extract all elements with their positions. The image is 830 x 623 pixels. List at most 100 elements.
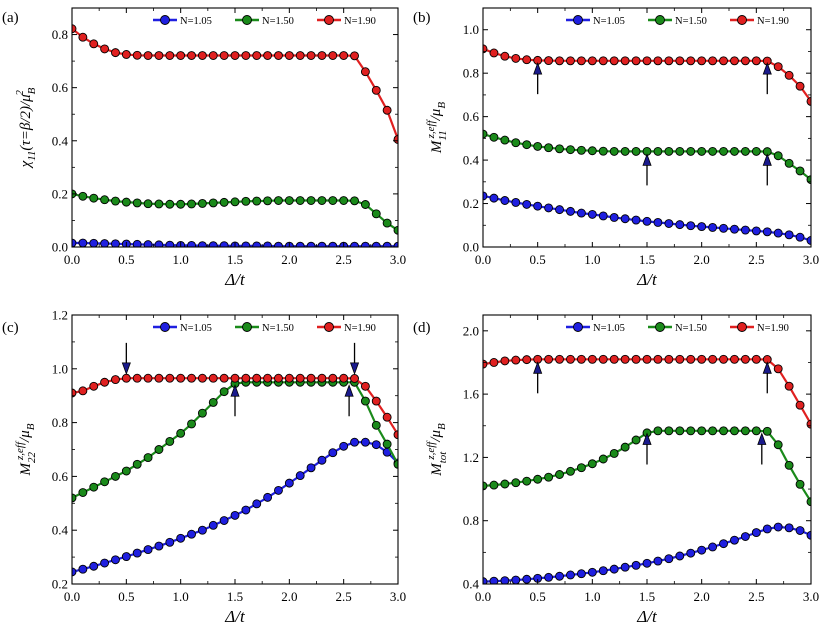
data-point-n-1-05 <box>111 555 120 565</box>
data-point-n-1-05 <box>165 240 175 247</box>
data-point-n-1-50 <box>483 129 488 139</box>
data-point-n-1-05 <box>154 541 164 551</box>
data-point-n-1-90 <box>730 56 739 66</box>
data-point-n-1-90 <box>522 355 532 365</box>
data-point-n-1-05 <box>100 558 110 568</box>
annotation-arrow <box>642 432 652 465</box>
data-point-n-1-05 <box>566 570 575 580</box>
data-point-n-1-50 <box>121 197 131 207</box>
y-tick-label: 0.2 <box>463 196 479 211</box>
data-point-n-1-90 <box>274 51 283 60</box>
annotation-arrow <box>230 384 240 417</box>
data-point-n-1-90 <box>664 56 674 66</box>
data-point-n-1-05 <box>360 437 370 447</box>
data-point-n-1-05 <box>555 571 564 581</box>
data-point-n-1-90 <box>697 354 707 364</box>
data-point-n-1-90 <box>263 51 273 60</box>
legend-marker-n-1-05 <box>573 322 583 332</box>
data-point-n-1-05 <box>773 522 783 532</box>
data-point-n-1-50 <box>284 196 294 205</box>
data-point-n-1-90 <box>295 373 305 383</box>
data-point-n-1-50 <box>165 436 175 446</box>
data-point-n-1-05 <box>751 226 761 236</box>
data-point-n-1-05 <box>350 241 359 247</box>
y-tick-label: 1.6 <box>463 387 480 402</box>
data-point-n-1-90 <box>708 56 718 66</box>
data-point-n-1-50 <box>719 146 728 156</box>
data-point-n-1-05 <box>328 241 338 247</box>
data-point-n-1-05 <box>511 575 521 584</box>
data-point-n-1-50 <box>208 198 218 208</box>
data-point-n-1-50 <box>371 420 381 430</box>
data-point-n-1-05 <box>219 241 229 247</box>
data-point-n-1-05 <box>631 560 641 570</box>
data-point-n-1-05 <box>664 554 674 564</box>
data-point-n-1-05 <box>708 222 718 232</box>
data-point-n-1-50 <box>708 146 718 156</box>
data-point-n-1-90 <box>208 373 218 383</box>
data-point-n-1-05 <box>609 564 619 574</box>
data-point-n-1-90 <box>675 56 685 66</box>
x-tick-label: 3.0 <box>390 252 406 267</box>
data-point-n-1-90 <box>500 356 510 366</box>
legend: N=1.05 N=1.50 N=1.90 <box>153 322 376 334</box>
y-tick-label: 0.8 <box>52 415 68 430</box>
data-point-n-1-50 <box>154 199 164 209</box>
data-point-n-1-50 <box>89 482 99 492</box>
x-tick-label: 1.5 <box>227 589 243 604</box>
data-point-n-1-50 <box>393 459 398 469</box>
data-point-n-1-90 <box>176 373 186 383</box>
data-point-n-1-50 <box>664 426 674 436</box>
legend-label-n-1-90: N=1.90 <box>344 323 376 334</box>
panel-b: (b) 0.0 0.5 1.0 1.5 2.0 2.5 3.0 0.0 0.2 0.4 0.6 0.8 1… <box>413 7 819 289</box>
data-point-n-1-90 <box>328 51 338 60</box>
data-point-n-1-90 <box>686 354 696 364</box>
data-point-n-1-05 <box>483 577 488 584</box>
data-point-n-1-05 <box>89 238 99 247</box>
data-point-n-1-50 <box>751 426 761 436</box>
data-point-n-1-50 <box>121 466 131 476</box>
data-point-n-1-05 <box>762 524 772 534</box>
panel-c: (c) 0.0 0.5 1.0 1.5 2.0 2.5 3.0 0.2 0.4 0.6 0.8 1.0 1… <box>2 308 406 623</box>
data-point-n-1-50 <box>620 146 630 156</box>
data-point-n-1-90 <box>382 412 392 422</box>
data-point-n-1-90 <box>719 354 728 364</box>
data-point-n-1-90 <box>719 56 728 66</box>
y-tick-label: 1.0 <box>463 22 479 37</box>
data-point-n-1-90 <box>197 51 207 60</box>
legend-label-n-1-05: N=1.05 <box>180 16 212 27</box>
series-line-n-1-05 <box>72 441 398 573</box>
data-point-n-1-50 <box>230 197 240 207</box>
y-tick-label: 0.2 <box>52 186 68 201</box>
x-tick-label: 2.0 <box>281 252 297 267</box>
data-point-n-1-90 <box>697 56 707 66</box>
data-point-n-1-90 <box>306 373 316 383</box>
data-point-n-1-90 <box>143 51 153 60</box>
data-point-n-1-50 <box>241 196 251 206</box>
data-point-n-1-05 <box>350 437 359 447</box>
data-point-n-1-90 <box>631 56 641 66</box>
data-point-n-1-90 <box>360 381 370 391</box>
data-point-n-1-05 <box>740 225 750 235</box>
y-tick-label: 0.8 <box>463 513 479 528</box>
data-point-n-1-50 <box>132 459 142 469</box>
annotation-arrow <box>642 153 652 186</box>
data-point-n-1-90 <box>284 373 294 383</box>
data-point-n-1-05 <box>111 239 120 247</box>
legend-label-n-1-50: N=1.50 <box>675 323 707 334</box>
data-point-n-1-05 <box>784 523 794 533</box>
data-point-n-1-05 <box>132 548 142 558</box>
data-point-n-1-90 <box>555 354 564 364</box>
data-point-n-1-05 <box>121 552 131 562</box>
data-point-n-1-90 <box>511 53 521 63</box>
data-point-n-1-90 <box>382 105 392 115</box>
data-point-n-1-90 <box>393 135 398 144</box>
x-tick-label: 3.0 <box>390 589 406 604</box>
data-point-n-1-05 <box>230 510 240 520</box>
data-point-n-1-05 <box>686 548 696 558</box>
data-point-n-1-90 <box>230 51 240 60</box>
data-point-n-1-90 <box>132 373 142 383</box>
data-point-n-1-50 <box>382 218 392 228</box>
data-point-n-1-90 <box>609 354 619 364</box>
